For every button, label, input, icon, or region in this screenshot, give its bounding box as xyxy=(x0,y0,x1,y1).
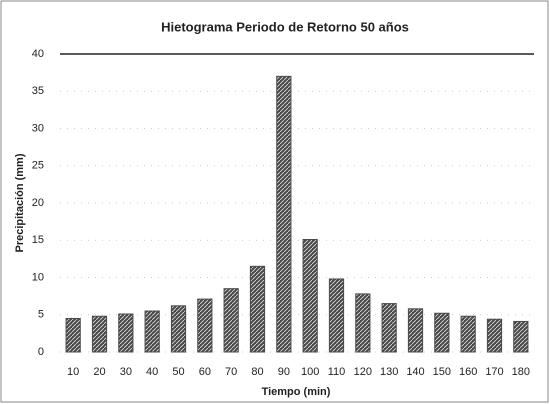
bar xyxy=(65,317,81,353)
y-tick-label: 5 xyxy=(38,309,44,321)
y-tick-label: 40 xyxy=(32,48,44,60)
x-tick-label: 50 xyxy=(172,366,184,378)
y-tick-label: 10 xyxy=(32,271,44,283)
bar xyxy=(434,312,450,353)
bar xyxy=(513,320,529,353)
y-tick-label: 35 xyxy=(32,85,44,97)
bar xyxy=(144,310,160,353)
y-tick-label: 30 xyxy=(32,122,44,134)
y-axis-title: Precipitación (mm) xyxy=(14,153,26,252)
x-tick-label: 40 xyxy=(146,366,158,378)
y-tick-label: 15 xyxy=(32,234,44,246)
bar xyxy=(276,75,292,353)
x-tick-label: 60 xyxy=(199,366,211,378)
chart-title: Hietograma Periodo de Retorno 50 años xyxy=(161,19,409,34)
bar xyxy=(460,315,476,353)
x-tick-label: 180 xyxy=(512,366,530,378)
x-tick-label: 140 xyxy=(406,366,424,378)
x-tick-label: 120 xyxy=(354,366,372,378)
bar xyxy=(197,298,213,353)
x-tick-label: 80 xyxy=(251,366,263,378)
x-tick-label: 160 xyxy=(459,366,477,378)
x-tick-label: 30 xyxy=(120,366,132,378)
bar xyxy=(118,313,134,353)
y-tick-label: 0 xyxy=(38,346,44,358)
bar xyxy=(407,308,424,353)
bar xyxy=(302,239,318,353)
x-tick-label: 170 xyxy=(485,366,503,378)
x-tick-label: 130 xyxy=(380,366,398,378)
y-tick-label: 25 xyxy=(32,160,44,172)
x-tick-label: 10 xyxy=(67,366,79,378)
bar xyxy=(170,305,187,353)
bar xyxy=(91,315,108,353)
x-tick-label: 70 xyxy=(225,366,237,378)
bar xyxy=(381,303,397,353)
bar xyxy=(249,265,266,353)
x-tick-label: 100 xyxy=(301,366,319,378)
x-tick-label: 150 xyxy=(433,366,451,378)
y-tick-label: 20 xyxy=(32,197,44,209)
bar xyxy=(355,293,371,353)
x-tick-label: 20 xyxy=(93,366,105,378)
bar xyxy=(486,318,503,353)
bar xyxy=(328,278,345,353)
x-axis-title: Tiempo (min) xyxy=(262,386,331,398)
x-tick-label: 90 xyxy=(278,366,290,378)
x-tick-label: 110 xyxy=(328,366,346,378)
bar xyxy=(223,288,239,353)
